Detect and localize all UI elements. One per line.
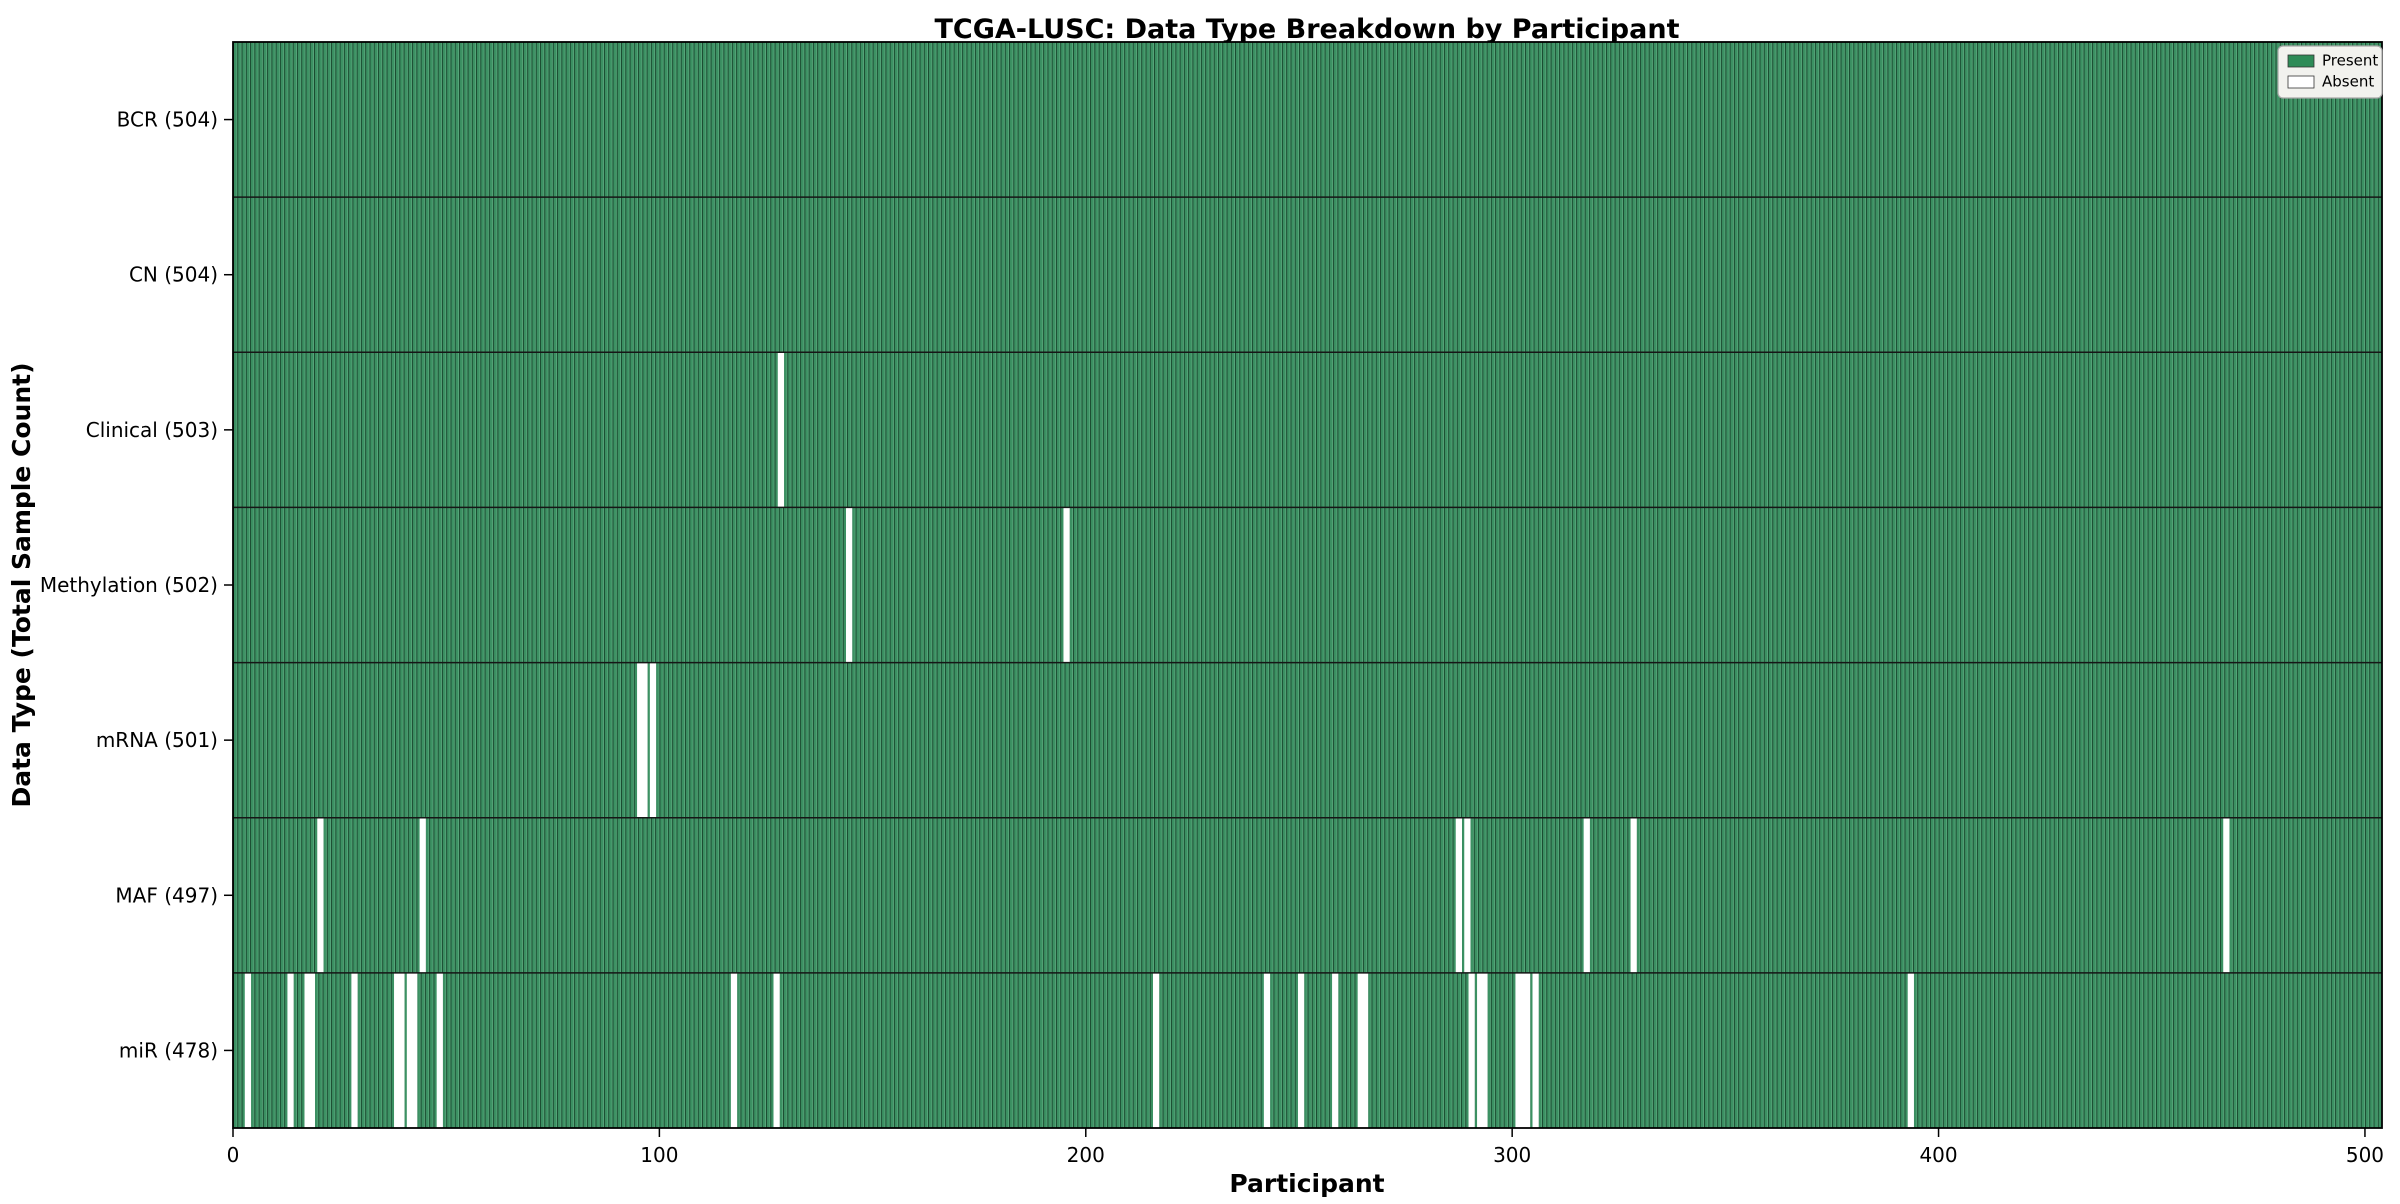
absent-gap <box>641 662 648 818</box>
absent-gap <box>777 352 785 508</box>
y-tick-label: BCR (504) <box>117 108 218 132</box>
y-tick-label: miR (478) <box>119 1038 218 1062</box>
absent-gap <box>649 662 657 818</box>
y-axis-label: Data Type (Total Sample Count) <box>7 362 36 807</box>
absent-gap <box>1477 972 1484 1128</box>
absent-gap <box>1263 972 1271 1128</box>
row-mRNA <box>233 661 2382 818</box>
y-tick-label: Methylation (502) <box>40 573 218 597</box>
x-tick-label: 200 <box>1067 1143 1105 1167</box>
absent-gap <box>1907 972 1914 1128</box>
legend-swatch-present-icon <box>2287 54 2315 68</box>
absent-gap <box>394 972 401 1128</box>
chart-title: TCGA-LUSC: Data Type Breakdown by Partic… <box>935 14 1680 45</box>
absent-gap <box>1519 972 1526 1128</box>
x-tick-label: 500 <box>2346 1143 2384 1167</box>
legend-label-present: Present <box>2322 52 2378 70</box>
x-tick-label: 0 <box>227 1143 240 1167</box>
row-miR <box>233 972 2382 1128</box>
absent-gap <box>1583 817 1590 973</box>
absent-gap <box>1523 972 1531 1128</box>
row-CN <box>233 196 2382 353</box>
row-Clinical <box>233 351 2382 508</box>
absent-gap <box>1468 972 1475 1128</box>
absent-gap <box>1532 972 1539 1128</box>
absent-gap <box>1297 972 1305 1128</box>
absent-gap <box>317 817 324 973</box>
absent-gap <box>398 972 405 1128</box>
absent-gap <box>308 972 316 1128</box>
absent-gap <box>406 972 414 1128</box>
present-track <box>233 817 2382 973</box>
absent-gap <box>1153 972 1160 1128</box>
y-tick-label: MAF (497) <box>115 883 218 907</box>
x-axis-label: Participant <box>1229 1169 1384 1198</box>
absent-gap <box>1357 972 1364 1128</box>
present-track <box>233 352 2382 508</box>
absent-gap <box>773 972 780 1128</box>
absent-gap <box>287 972 294 1128</box>
y-tick-label: Clinical (503) <box>86 418 218 442</box>
y-tick-label: mRNA (501) <box>96 728 218 752</box>
absent-gap <box>1515 972 1522 1128</box>
legend-label-absent: Absent <box>2322 73 2374 91</box>
x-tick-label: 100 <box>640 1143 678 1167</box>
absent-gap <box>244 972 252 1128</box>
absent-gap <box>1630 817 1637 973</box>
absent-gap <box>1464 817 1471 973</box>
x-tick-label: 400 <box>1919 1143 1957 1167</box>
absent-gap <box>304 972 311 1128</box>
present-track <box>233 662 2382 818</box>
present-track <box>233 507 2382 663</box>
absent-gap <box>419 817 426 973</box>
rows-layer <box>233 42 2382 1128</box>
plot-frame <box>232 41 2383 1129</box>
absent-gap <box>2223 817 2230 973</box>
row-BCR <box>233 42 2382 198</box>
x-tick-label: 300 <box>1493 1143 1531 1167</box>
absent-gap <box>637 662 644 818</box>
absent-gap <box>411 972 418 1128</box>
row-MAF <box>233 816 2382 973</box>
y-tick-label: CN (504) <box>129 263 218 287</box>
ticks-layer: BCR (504) CN (504) Clinical (503) Methylati… <box>40 108 2384 1167</box>
present-track <box>233 42 2382 198</box>
absent-gap <box>436 972 443 1128</box>
legend-swatch-absent-icon <box>2287 75 2315 89</box>
absent-gap <box>1332 972 1339 1128</box>
absent-gap <box>1455 817 1462 973</box>
present-track <box>233 197 2382 353</box>
absent-gap <box>1481 972 1488 1128</box>
absent-gap <box>730 972 738 1128</box>
absent-gap <box>846 507 853 663</box>
absent-gap <box>1361 972 1369 1128</box>
absent-gap <box>351 972 358 1128</box>
legend: Present Absent <box>2277 45 2383 99</box>
present-track <box>233 972 2382 1128</box>
row-Methylation <box>233 506 2382 663</box>
absent-gap <box>1063 507 1070 663</box>
